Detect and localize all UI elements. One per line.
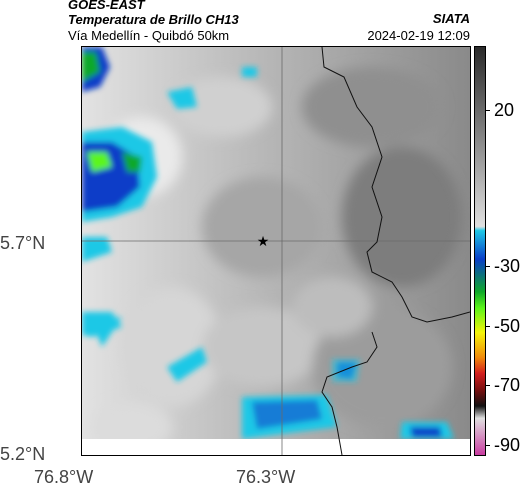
colorbar-label-minus-50: -50 — [494, 316, 521, 336]
colorbar-tick — [485, 385, 490, 386]
cold-cloud-regions — [82, 47, 454, 439]
colorbar-tick — [485, 445, 490, 446]
no-data-strip — [82, 439, 470, 455]
timestamp-label: 2024-02-19 12:09 — [367, 28, 470, 43]
org-label: SIATA — [432, 11, 470, 26]
colorbar-label-20: 20 — [494, 100, 515, 120]
colorbar-label-minus-70: -70 — [494, 375, 521, 395]
brightness-temperature-image: ★ — [82, 47, 470, 455]
colorbar-tick — [485, 110, 490, 111]
colorbar-label-minus-30: -30 — [494, 256, 521, 276]
location-label: Vía Medellín - Quibdó 50km — [68, 28, 230, 43]
colorbar — [474, 46, 486, 456]
colorbar-tick — [485, 266, 490, 267]
colorbar-tick — [485, 326, 490, 327]
lon-label-76-8: 76.8°W — [34, 467, 94, 487]
lon-label-76-3: 76.3°W — [236, 467, 296, 487]
colorbar-label-minus-90: -90 — [494, 435, 521, 455]
lat-label-5-7: 5.7°N — [0, 233, 46, 253]
boundary-line-north — [321, 47, 470, 323]
star-icon[interactable]: ★ — [257, 233, 270, 249]
title-sub: Temperatura de Brillo CH13 — [68, 12, 239, 27]
boundary-line-south — [321, 331, 378, 455]
lat-label-5-2: 5.2°N — [0, 444, 46, 464]
satellite-map[interactable]: ★ — [81, 46, 471, 456]
title-main: GOES-EAST — [68, 0, 145, 12]
